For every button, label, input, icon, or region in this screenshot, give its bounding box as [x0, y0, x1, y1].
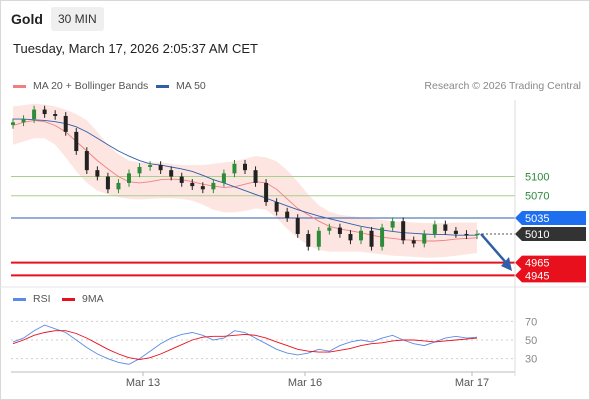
candle-body: [53, 114, 58, 116]
ma50-swatch: [156, 84, 169, 88]
candle-body: [264, 182, 269, 203]
level-tag-5010: [515, 226, 586, 241]
candle-body: [95, 170, 100, 177]
datetime-label: Tuesday, March 17, 2026 2:05:37 AM CET: [13, 41, 258, 56]
candle-body: [443, 224, 448, 231]
legend-rsi-ma-label: 9MA: [82, 293, 104, 305]
level-label-4945: 4945: [525, 270, 549, 282]
rsi-ma-swatch: [62, 297, 75, 301]
candle-body: [295, 218, 300, 234]
candle-body: [190, 182, 195, 187]
candle-body: [200, 186, 205, 190]
ma20-swatch: [13, 84, 26, 88]
level-label-4965: 4965: [525, 258, 549, 270]
candle-body: [359, 230, 363, 241]
candle-body: [243, 163, 247, 171]
legend-ma20: MA 20 + Bollinger Bands: [13, 80, 148, 92]
level-tag-4945: [515, 268, 586, 283]
legend-ma50-label: MA 50: [176, 80, 206, 92]
timeframe-badge[interactable]: 30 MIN: [51, 7, 104, 31]
rsi-swatch: [13, 297, 26, 301]
candle-body: [21, 119, 26, 123]
ma50-line: [13, 118, 477, 236]
x-tick-label: Mar 17: [455, 377, 489, 389]
candle-body: [411, 240, 416, 244]
level-label-5100: 5100: [525, 172, 549, 184]
candle-body: [253, 170, 258, 183]
rsi-tick-50: 50: [525, 335, 537, 347]
candle-body: [285, 211, 290, 219]
candle-body: [179, 176, 184, 183]
candle-body: [232, 163, 237, 174]
candle-body: [32, 109, 37, 120]
level-label-5070: 5070: [525, 191, 549, 203]
candle-body: [348, 233, 353, 241]
legend-rsi-label: RSI: [33, 293, 51, 305]
ma20-line: [12, 119, 478, 242]
candle-body: [127, 173, 131, 183]
candle-body: [84, 151, 89, 171]
candle-body: [327, 227, 332, 231]
candle-body: [369, 230, 374, 247]
candle-body: [401, 221, 406, 241]
candle-body: [158, 165, 163, 171]
legend-ma50: MA 50: [156, 80, 206, 92]
x-tick-label: Mar 16: [288, 377, 322, 389]
legend-rsi: RSI: [13, 293, 51, 305]
candle-body: [221, 173, 226, 183]
rsi-ma-line: [12, 330, 478, 361]
level-label-5035: 5035: [525, 213, 549, 225]
candle-body: [148, 165, 153, 167]
candle-body: [464, 233, 469, 236]
candle-body: [422, 233, 427, 244]
candle-body: [274, 202, 279, 212]
bollinger-band-area: [13, 103, 477, 258]
candle-body: [63, 115, 68, 132]
forecast-arrow-shaft: [480, 233, 509, 266]
candle-body: [306, 233, 311, 247]
candle-body: [380, 227, 385, 247]
rsi-line: [12, 324, 478, 365]
candle-body: [42, 109, 47, 115]
candle-body: [337, 227, 342, 234]
level-tag-5035: [515, 211, 586, 226]
candle-body: [105, 176, 110, 190]
forecast-arrow-head: [501, 256, 512, 271]
candle-body: [316, 230, 321, 247]
candle-body: [211, 182, 216, 190]
candle-body: [137, 166, 142, 174]
chart-header: Gold 30 MIN: [0, 0, 590, 36]
legend-ma20-label: MA 20 + Bollinger Bands: [33, 80, 149, 92]
candle-body: [74, 131, 79, 152]
candle-body: [11, 122, 15, 125]
research-credit: Research © 2026 Trading Central: [424, 80, 581, 92]
candle-body: [475, 233, 479, 236]
instrument-name: Gold: [11, 11, 43, 27]
legend-rsi-ma: 9MA: [62, 293, 104, 305]
candle-body: [432, 224, 437, 234]
candle-body: [453, 230, 458, 234]
level-tag-4965: [515, 255, 586, 270]
rsi-tick-30: 30: [525, 354, 537, 366]
candle-body: [390, 221, 395, 228]
candle-body: [116, 182, 121, 190]
level-label-5010: 5010: [525, 229, 549, 241]
candle-body: [169, 170, 174, 177]
rsi-tick-70: 70: [525, 316, 537, 328]
x-tick-label: Mar 13: [126, 377, 160, 389]
